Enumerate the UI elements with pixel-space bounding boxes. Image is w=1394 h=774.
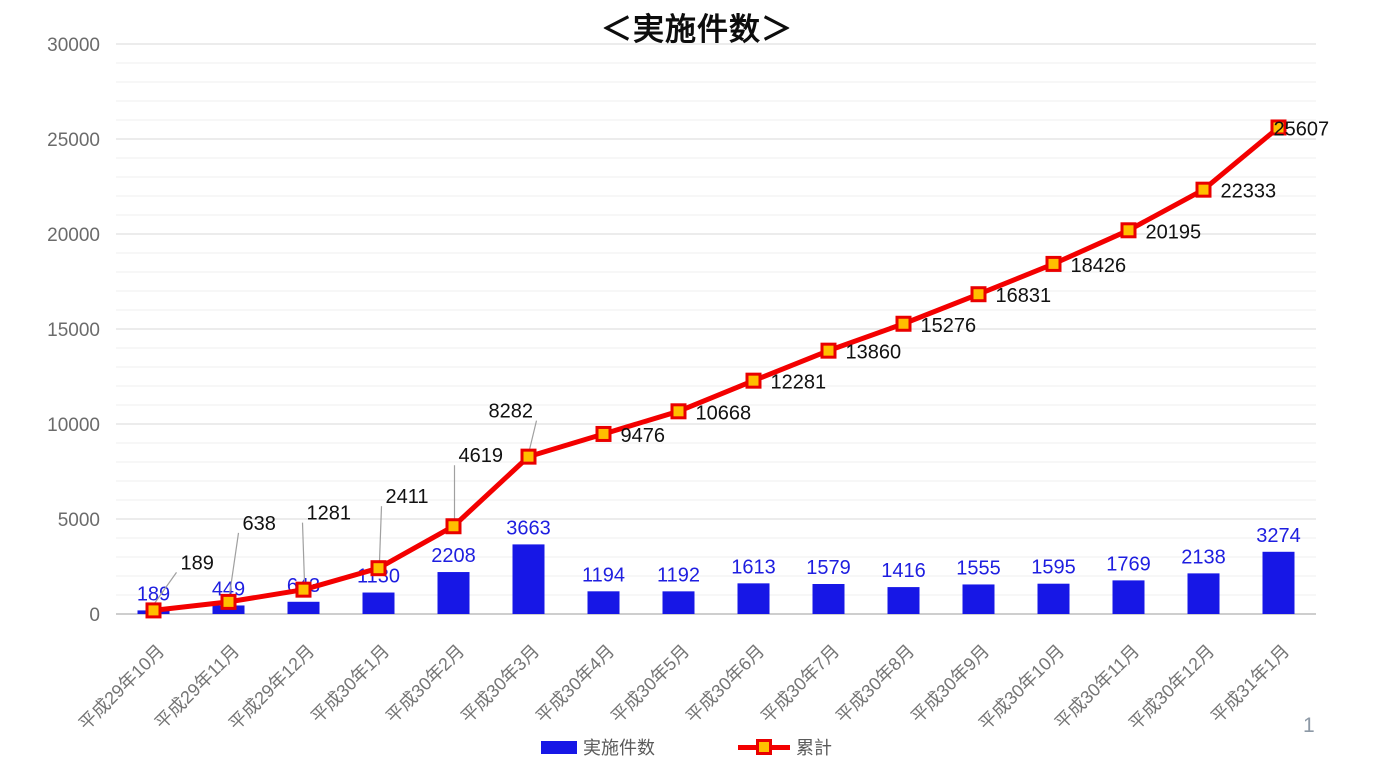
line-marker	[1045, 255, 1062, 272]
line-marker-icon	[756, 739, 772, 755]
leader-line	[228, 532, 240, 595]
cumulative-value-label: 13860	[846, 342, 902, 364]
leader-line	[528, 420, 538, 450]
legend: 実施件数 累計	[0, 734, 1394, 764]
cumulative-value-label: 22333	[1221, 181, 1277, 203]
bar	[887, 587, 920, 614]
line-marker	[145, 602, 162, 619]
bar	[737, 583, 770, 614]
y-axis-tick-label: 25000	[47, 130, 100, 151]
legend-item-bars: 実施件数	[541, 734, 655, 760]
line-marker	[370, 560, 387, 577]
x-axis-tick-label: 平成30年1月	[307, 641, 393, 727]
bar-value-label: 2208	[431, 545, 476, 567]
legend-label-bars: 実施件数	[583, 738, 655, 758]
bar-value-label: 1555	[956, 557, 1001, 579]
cumulative-value-label: 2411	[386, 486, 429, 508]
bar	[1112, 580, 1145, 614]
cumulative-value-label: 15276	[921, 315, 977, 337]
cumulative-value-label: 12281	[771, 372, 827, 394]
y-axis-tick-label: 15000	[47, 320, 100, 341]
bar	[812, 583, 845, 614]
x-axis-tick-label: 平成30年8月	[832, 641, 918, 727]
bar	[437, 572, 470, 614]
x-axis-tick-label: 平成30年7月	[757, 641, 843, 727]
x-axis-tick-label: 平成30年2月	[382, 641, 468, 727]
line-marker	[970, 286, 987, 303]
y-axis-tick-label: 0	[89, 605, 100, 626]
x-axis-tick-label: 平成31年1月	[1207, 641, 1293, 727]
leader-line	[378, 506, 383, 562]
bar-value-label: 3274	[1256, 525, 1301, 547]
line-marker	[1270, 119, 1287, 136]
bar	[587, 591, 620, 614]
page-number: 1	[1303, 714, 1315, 737]
bar	[512, 544, 545, 614]
bar-value-label: 189	[137, 583, 170, 605]
y-axis-tick-label: 30000	[47, 35, 100, 56]
line-marker	[445, 518, 462, 535]
x-axis-tick-label: 平成30年5月	[607, 641, 693, 727]
y-axis-tick-label: 20000	[47, 225, 100, 246]
line-marker	[670, 403, 687, 420]
bar	[287, 601, 320, 614]
cumulative-value-label: 10668	[696, 402, 752, 424]
bar	[662, 591, 695, 614]
line-marker	[1120, 222, 1137, 239]
x-axis-tick-label: 平成30年4月	[532, 641, 618, 727]
bar-swatch-icon	[541, 740, 577, 754]
chart-title: ＜実施件数＞	[601, 12, 793, 47]
line-marker	[520, 448, 537, 465]
bar-value-label: 1194	[582, 564, 625, 586]
leader-line	[301, 522, 306, 583]
line-marker	[820, 342, 837, 359]
cumulative-value-label: 4619	[459, 445, 504, 467]
bar	[362, 592, 395, 614]
bar-value-label: 1192	[657, 564, 700, 586]
y-axis-tick-label: 5000	[58, 510, 100, 531]
line-marker	[745, 372, 762, 389]
bar	[962, 584, 995, 614]
cumulative-value-label: 638	[243, 513, 276, 535]
bar-value-label: 3663	[506, 517, 551, 539]
line-marker	[295, 581, 312, 598]
x-axis-tick-label: 平成30年6月	[682, 641, 768, 727]
line-swatch-icon	[738, 739, 790, 755]
legend-label-line: 累計	[796, 738, 832, 758]
cumulative-value-label: 16831	[996, 285, 1052, 307]
bar-value-label: 449	[212, 578, 245, 600]
leader-line	[154, 572, 177, 604]
bar	[1262, 551, 1295, 614]
bar	[1037, 583, 1070, 614]
bar-value-label: 1416	[881, 560, 926, 582]
bar-value-label: 2138	[1181, 546, 1226, 568]
line-marker	[220, 593, 237, 610]
bar-value-label: 1595	[1031, 557, 1076, 579]
legend-item-line: 累計	[738, 734, 832, 760]
cumulative-value-label: 9476	[621, 425, 666, 447]
x-axis-tick-label: 平成30年3月	[457, 641, 543, 727]
bar-value-label: 1579	[806, 557, 851, 579]
cumulative-value-label: 1281	[307, 503, 352, 525]
line-marker	[895, 315, 912, 332]
cumulative-value-label: 189	[181, 552, 214, 574]
line-marker	[595, 425, 612, 442]
y-axis-tick-label: 10000	[47, 415, 100, 436]
cumulative-value-label: 20195	[1146, 221, 1202, 243]
cumulative-value-label: 25607	[1274, 118, 1330, 140]
cumulative-value-label: 8282	[489, 401, 534, 423]
line-marker	[1195, 181, 1212, 198]
cumulative-value-label: 18426	[1071, 255, 1127, 277]
bar-value-label: 1769	[1106, 553, 1151, 575]
cumulative-line	[153, 125, 1281, 613]
bar	[1187, 573, 1220, 614]
bar-value-label: 1613	[731, 556, 776, 578]
